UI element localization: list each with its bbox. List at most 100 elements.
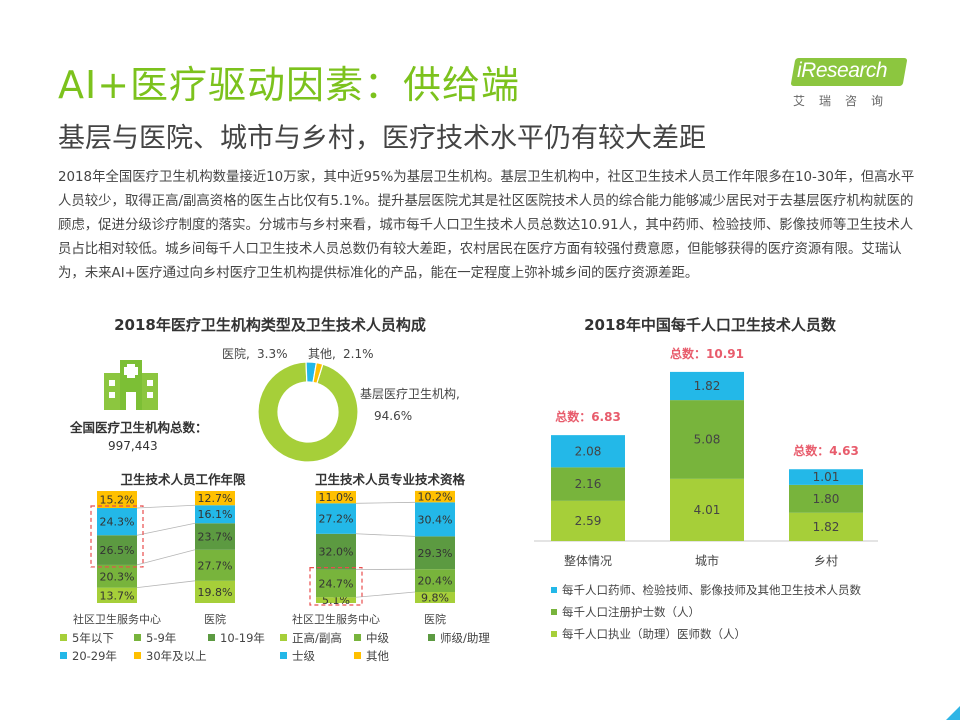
connector-2-2: [355, 533, 416, 537]
legend-label-2-1: 中级: [366, 631, 389, 645]
category-label-3-0: 整体情况: [564, 553, 612, 568]
bar-label-1-1-0: 19.8%: [198, 586, 233, 599]
bar-2-医院-正高-副高: [415, 592, 455, 603]
legend-label-1-0: 5年以下: [72, 631, 114, 645]
legend-swatch-3-2: [551, 587, 557, 593]
bar-label-3-2-0: 1.82: [813, 520, 840, 534]
connector-1-3: [136, 504, 196, 509]
bar-label-2-1-1: 20.4%: [418, 575, 453, 588]
bar-3-整体情况-0: [551, 500, 625, 541]
bar-label-2-0-0: 5.1%: [322, 594, 350, 607]
bar-2-医院-中级: [415, 569, 455, 593]
connector-1-2: [136, 522, 196, 536]
pie-label-value-0: 94.6%: [374, 409, 412, 423]
connector-2-3: [355, 501, 416, 504]
bar-1-医院-5-9年: [195, 549, 235, 581]
bar-2-社区卫生服务中心-正高-副高: [316, 597, 356, 603]
connector-1-1: [136, 549, 196, 566]
iresearch-logo: iResearch 艾瑞咨询: [790, 58, 913, 113]
legend-label-2-4: 其他: [366, 649, 389, 663]
legend-swatch-1-0: [60, 634, 67, 641]
bar-1-社区卫生服务中心-20-29年: [97, 508, 137, 536]
legend-label-3-0: 每千人口执业（助理）医师数（人）: [562, 627, 746, 641]
bar-2-社区卫生服务中心-中级: [316, 569, 356, 598]
bar-label-2-1-2: 29.3%: [418, 547, 453, 560]
legend-swatch-2-4: [354, 652, 361, 659]
legend-swatch-1-1: [134, 634, 141, 641]
total-label-1: 总数：10.91: [670, 346, 744, 361]
logo-subtext: 艾瑞咨询: [793, 94, 898, 108]
total-label-2: 总数：4.63: [793, 443, 859, 458]
category-label-2-0: 社区卫生服务中心: [292, 612, 380, 626]
pie-label-value-1: 3.3%: [257, 347, 288, 361]
bar-label-1-1-4: 12.7%: [198, 492, 233, 505]
legend-swatch-1-2: [208, 634, 215, 641]
category-label-3-1: 城市: [695, 553, 719, 568]
bar-2-社区卫生服务中心-其他: [316, 491, 356, 504]
bar-label-3-0-1: 2.16: [575, 477, 602, 491]
pie-slice-0: [257, 361, 359, 463]
bar-2-社区卫生服务中心-师级-助理: [316, 533, 356, 570]
legend-label-2-0: 正高/副高: [292, 631, 342, 645]
bar-label-1-1-3: 16.1%: [198, 508, 233, 521]
per-capita-chart-title: 2018年中国每千人口卫生技术人员数: [584, 316, 837, 334]
highlight-box-2: [309, 567, 363, 606]
legend-label-2-2: 师级/助理: [440, 631, 490, 645]
legend-label-1-1: 5-9年: [146, 631, 176, 645]
bar-label-3-1-0: 4.01: [694, 503, 721, 517]
pie-chart-title: 2018年医疗卫生机构类型及卫生技术人员构成: [114, 316, 426, 334]
connector-1-0: [136, 580, 196, 589]
legend-swatch-2-0: [280, 634, 287, 641]
category-label-2-1: 医院: [424, 612, 446, 626]
bar-label-3-0-0: 2.59: [575, 514, 602, 528]
bar-label-3-2-2: 1.01: [813, 470, 840, 484]
legend-label-1-2: 10-19年: [220, 631, 265, 645]
bar-label-2-0-4: 11.0%: [319, 491, 354, 504]
bar-label-3-1-2: 1.82: [694, 379, 721, 393]
legend-swatch-2-1: [354, 634, 361, 641]
legend-swatch-1-3: [60, 652, 67, 659]
category-label-3-2: 乡村: [814, 554, 838, 568]
page-subtitle: 基层与医院、城市与乡村，医疗技术水平仍有较大差距: [58, 123, 706, 154]
pie-label-name-0: 基层医疗卫生机构,: [360, 386, 460, 401]
bar-label-2-1-4: 10.2%: [418, 491, 453, 504]
bar-label-2-1-3: 30.4%: [418, 513, 453, 526]
legend-label-1-3: 20-29年: [72, 649, 117, 663]
legend-label-1-4: 30年及以上: [146, 649, 207, 663]
legend-swatch-3-0: [551, 631, 557, 637]
connector-2-0: [355, 591, 416, 598]
bar-1-医院-5年以下: [195, 580, 235, 603]
bar-3-城市-1: [670, 400, 744, 479]
bar-2-社区卫生服务中心-士级: [316, 503, 356, 534]
pie-label-value-2: 2.1%: [343, 347, 374, 361]
bar-label-3-1-1: 5.08: [694, 432, 721, 446]
bar-1-医院-30年及以上: [195, 491, 235, 506]
facility-total-label: 全国医疗卫生机构总数：: [69, 420, 208, 435]
bar-1-社区卫生服务中心-30年及以上: [97, 491, 137, 509]
bar-label-1-1-2: 23.7%: [198, 531, 233, 544]
bar-2-医院-师级-助理: [415, 536, 455, 570]
bar-label-2-0-3: 27.2%: [319, 513, 354, 526]
category-label-1-0: 社区卫生服务中心: [73, 612, 161, 626]
legend-swatch-2-3: [280, 652, 287, 659]
logo-text: iResearch: [797, 59, 888, 82]
bar-label-1-0-4: 15.2%: [100, 494, 135, 507]
legend-label-3-2: 每千人口药师、检验技师、影像技师及其他卫生技术人员数: [562, 583, 861, 597]
bar-1-医院-10-19年: [195, 523, 235, 550]
facility-total-value: 997,443: [108, 439, 158, 453]
bar-2-医院-士级: [415, 502, 455, 537]
bar-label-1-0-0: 13.7%: [100, 589, 135, 602]
pie-label-name-2: 其他,: [308, 347, 336, 361]
page-title: AI+医疗驱动因素：供给端: [58, 63, 521, 107]
legend-swatch-1-4: [134, 652, 141, 659]
bar-1-医院-20-29年: [195, 505, 235, 524]
bar-3-乡村-2: [789, 469, 863, 485]
bar-3-整体情况-2: [551, 435, 625, 468]
bar-label-1-0-2: 26.5%: [100, 544, 135, 557]
pie-slice-2: [312, 362, 324, 385]
bar-label-1-1-1: 27.7%: [198, 559, 233, 572]
bar-3-乡村-1: [789, 484, 863, 513]
bar-3-乡村-0: [789, 512, 863, 541]
bar-1-社区卫生服务中心-10-19年: [97, 535, 137, 565]
